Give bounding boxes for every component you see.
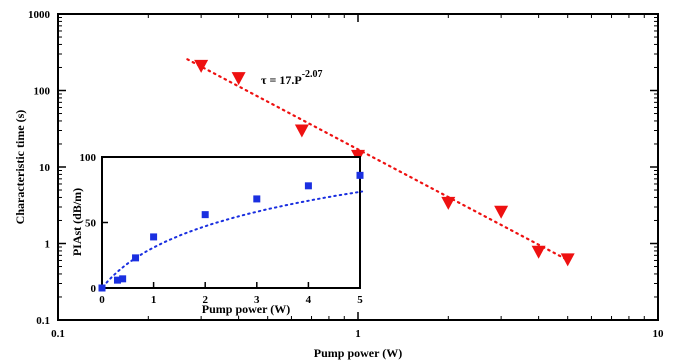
data-point-triangle (194, 59, 209, 73)
inset-y-tick-label: 50 (85, 218, 97, 230)
data-point-triangle (494, 205, 509, 219)
data-point-square (253, 195, 261, 203)
main-y-tick-label: 10 (39, 162, 51, 174)
fit-equation: τ = 17.P-2.07 (261, 69, 323, 87)
data-point-square (132, 254, 140, 262)
data-point-square (98, 284, 106, 292)
data-point-square (119, 275, 127, 283)
inset-x-tick-label: 3 (254, 294, 260, 306)
main-fit-line-segment (186, 58, 569, 262)
inset-x-tick-label: 5 (357, 294, 363, 306)
inset-points (98, 171, 364, 292)
data-point-square (113, 276, 121, 284)
inset-plot-frame (101, 156, 361, 289)
inset-plot: 0 50 100 0 1 2 3 4 5 Pump power (W) PIAst (dB/m… (70, 152, 364, 316)
main-fit-line (186, 58, 569, 262)
inset-y-ticks: 0 50 100 (80, 152, 108, 295)
main-y-tick-label: 0.1 (36, 315, 50, 327)
main-y-tick-label: 1 (45, 239, 51, 251)
inset-fit-curve (102, 190, 364, 288)
data-point-triangle (531, 245, 546, 259)
data-point-triangle (231, 72, 246, 86)
inset-x-tick-label: 2 (202, 294, 208, 306)
data-point-triangle (441, 196, 456, 210)
inset-x-tick-label: 1 (151, 294, 157, 306)
data-point-triangle (560, 253, 575, 267)
inset-fit-curve-path (102, 190, 364, 288)
inset-y-tick-label: 100 (80, 152, 97, 164)
main-x-tick-label: 10 (653, 328, 665, 340)
inset-y-tick-label: 0 (91, 283, 97, 295)
main-x-ticks: 0.1 1 10 (51, 14, 664, 340)
main-points (194, 59, 575, 267)
data-point-square (201, 211, 209, 219)
main-x-axis-label: Pump power (W) (314, 346, 402, 360)
inset-y-axis-label: PIAst (dB/m) (70, 188, 84, 256)
main-y-tick-label: 1000 (28, 9, 51, 21)
main-y-tick-label: 100 (34, 86, 51, 98)
data-point-triangle (294, 124, 309, 138)
main-y-axis-label: Characteristic time (s) (13, 110, 27, 225)
data-point-square (356, 171, 364, 179)
inset-x-tick-label: 0 (99, 294, 105, 306)
inset-x-axis-label: Pump power (W) (202, 302, 290, 316)
data-point-square (150, 233, 158, 241)
inset-x-tick-label: 4 (306, 294, 312, 306)
main-x-tick-label: 0.1 (51, 328, 65, 340)
data-point-square (304, 182, 312, 190)
main-x-tick-label: 1 (355, 328, 361, 340)
